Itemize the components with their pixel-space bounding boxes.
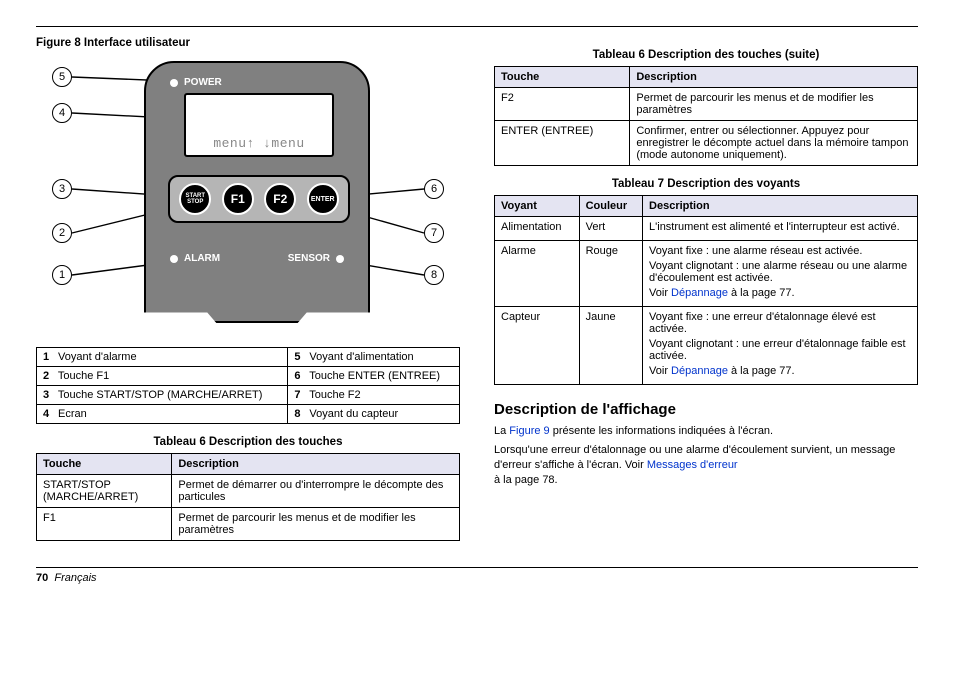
table-row: ENTER (ENTREE) <box>495 121 630 166</box>
enter-button[interactable]: ENTER <box>307 183 339 215</box>
t7-h0: Voyant <box>495 196 580 217</box>
p1-post: présente les informations indiquées à l'… <box>550 425 773 437</box>
button-row: STARTSTOP F1 F2 ENTER <box>168 175 350 223</box>
table-row: Alimentation <box>495 217 580 241</box>
table-row: Rouge <box>579 241 642 307</box>
figure-8-title: Figure 8 Interface utilisateur <box>36 37 460 49</box>
f2-button[interactable]: F2 <box>264 183 296 215</box>
table-row: 7 Touche F2 <box>288 386 460 405</box>
table-row: Permet de parcourir les menus et de modi… <box>172 508 460 541</box>
page-number: 70 <box>36 572 48 584</box>
sensor-label: SENSOR <box>288 253 330 264</box>
start-stop-button[interactable]: STARTSTOP <box>179 183 211 215</box>
table-row: 1 Voyant d'alarme <box>37 348 288 367</box>
t6-h1: Description <box>172 454 460 475</box>
two-column-layout: Figure 8 Interface utilisateur 5 4 3 2 1… <box>36 37 918 541</box>
table-row: 5 Voyant d'alimentation <box>288 348 460 367</box>
sensor-led-icon <box>336 255 344 263</box>
table-row: F2 <box>495 88 630 121</box>
table-7-title: Tableau 7 Description des voyants <box>494 178 918 190</box>
table-7: Voyant Couleur Description AlimentationV… <box>494 195 918 385</box>
t6-h0: Touche <box>37 454 172 475</box>
depannage-link[interactable]: Dépannage <box>671 365 728 377</box>
table-row: Voyant fixe : une alarme réseau est acti… <box>643 241 918 307</box>
interface-diagram: 5 4 3 2 1 6 7 8 <box>48 57 448 337</box>
para-2: Lorsqu'une erreur d'étalonnage ou une al… <box>494 443 918 488</box>
p1-pre: La <box>494 425 509 437</box>
table-row: 3 Touche START/STOP (MARCHE/ARRET) <box>37 386 288 405</box>
table-row: Vert <box>579 217 642 241</box>
power-label: POWER <box>184 77 222 88</box>
screen-text: menu↑ ↓menu <box>186 136 332 151</box>
table-row: 6 Touche ENTER (ENTREE) <box>288 367 460 386</box>
right-column: Tableau 6 Description des touches (suite… <box>494 37 918 541</box>
bottom-labels: ALARM SENSOR <box>170 253 344 264</box>
power-led-icon <box>170 79 178 87</box>
figure-9-link[interactable]: Figure 9 <box>509 425 549 437</box>
table-row: Alarme <box>495 241 580 307</box>
p2-post: à la page 78. <box>494 474 558 486</box>
table-6: Touche Description START/STOP (MARCHE/AR… <box>36 453 460 541</box>
top-rule <box>36 26 918 27</box>
footer-lang: Français <box>54 572 96 584</box>
section-heading: Description de l'affichage <box>494 401 918 418</box>
table-row: Permet de démarrer ou d'interrompre le d… <box>172 475 460 508</box>
table-6b: Touche Description F2Permet de parcourir… <box>494 66 918 166</box>
left-column: Figure 8 Interface utilisateur 5 4 3 2 1… <box>36 37 460 541</box>
table-row: Confirmer, entrer ou sélectionner. Appuy… <box>630 121 918 166</box>
depannage-link[interactable]: Dépannage <box>671 287 728 299</box>
alarm-led-icon <box>170 255 178 263</box>
t6b-h0: Touche <box>495 67 630 88</box>
figure-legend-table: 1 Voyant d'alarme5 Voyant d'alimentation… <box>36 347 460 424</box>
table-row: F1 <box>37 508 172 541</box>
messages-erreur-link[interactable]: Messages d'erreur <box>647 459 738 471</box>
f1-button[interactable]: F1 <box>222 183 254 215</box>
table-row: Jaune <box>579 307 642 385</box>
power-label-row: POWER <box>170 77 222 88</box>
alarm-label: ALARM <box>184 253 220 264</box>
table-row: Permet de parcourir les menus et de modi… <box>630 88 918 121</box>
table-row: L'instrument est alimenté et l'interrupt… <box>643 217 918 241</box>
t7-h2: Description <box>643 196 918 217</box>
table-6b-title: Tableau 6 Description des touches (suite… <box>494 49 918 61</box>
table-row: 4 Ecran <box>37 405 288 424</box>
table-row: Capteur <box>495 307 580 385</box>
t7-h1: Couleur <box>579 196 642 217</box>
para-1: La Figure 9 présente les informations in… <box>494 424 918 439</box>
lcd-screen: menu↑ ↓menu <box>184 93 334 157</box>
page-footer: 70 Français <box>36 567 918 584</box>
table-row: START/STOP (MARCHE/ARRET) <box>37 475 172 508</box>
table-row: 2 Touche F1 <box>37 367 288 386</box>
table-row: 8 Voyant du capteur <box>288 405 460 424</box>
t6b-h1: Description <box>630 67 918 88</box>
table-row: Voyant fixe : une erreur d'étalonnage él… <box>643 307 918 385</box>
table-6-title: Tableau 6 Description des touches <box>36 436 460 448</box>
device-panel: POWER menu↑ ↓menu STARTSTOP F1 F2 ENTER … <box>144 61 370 323</box>
